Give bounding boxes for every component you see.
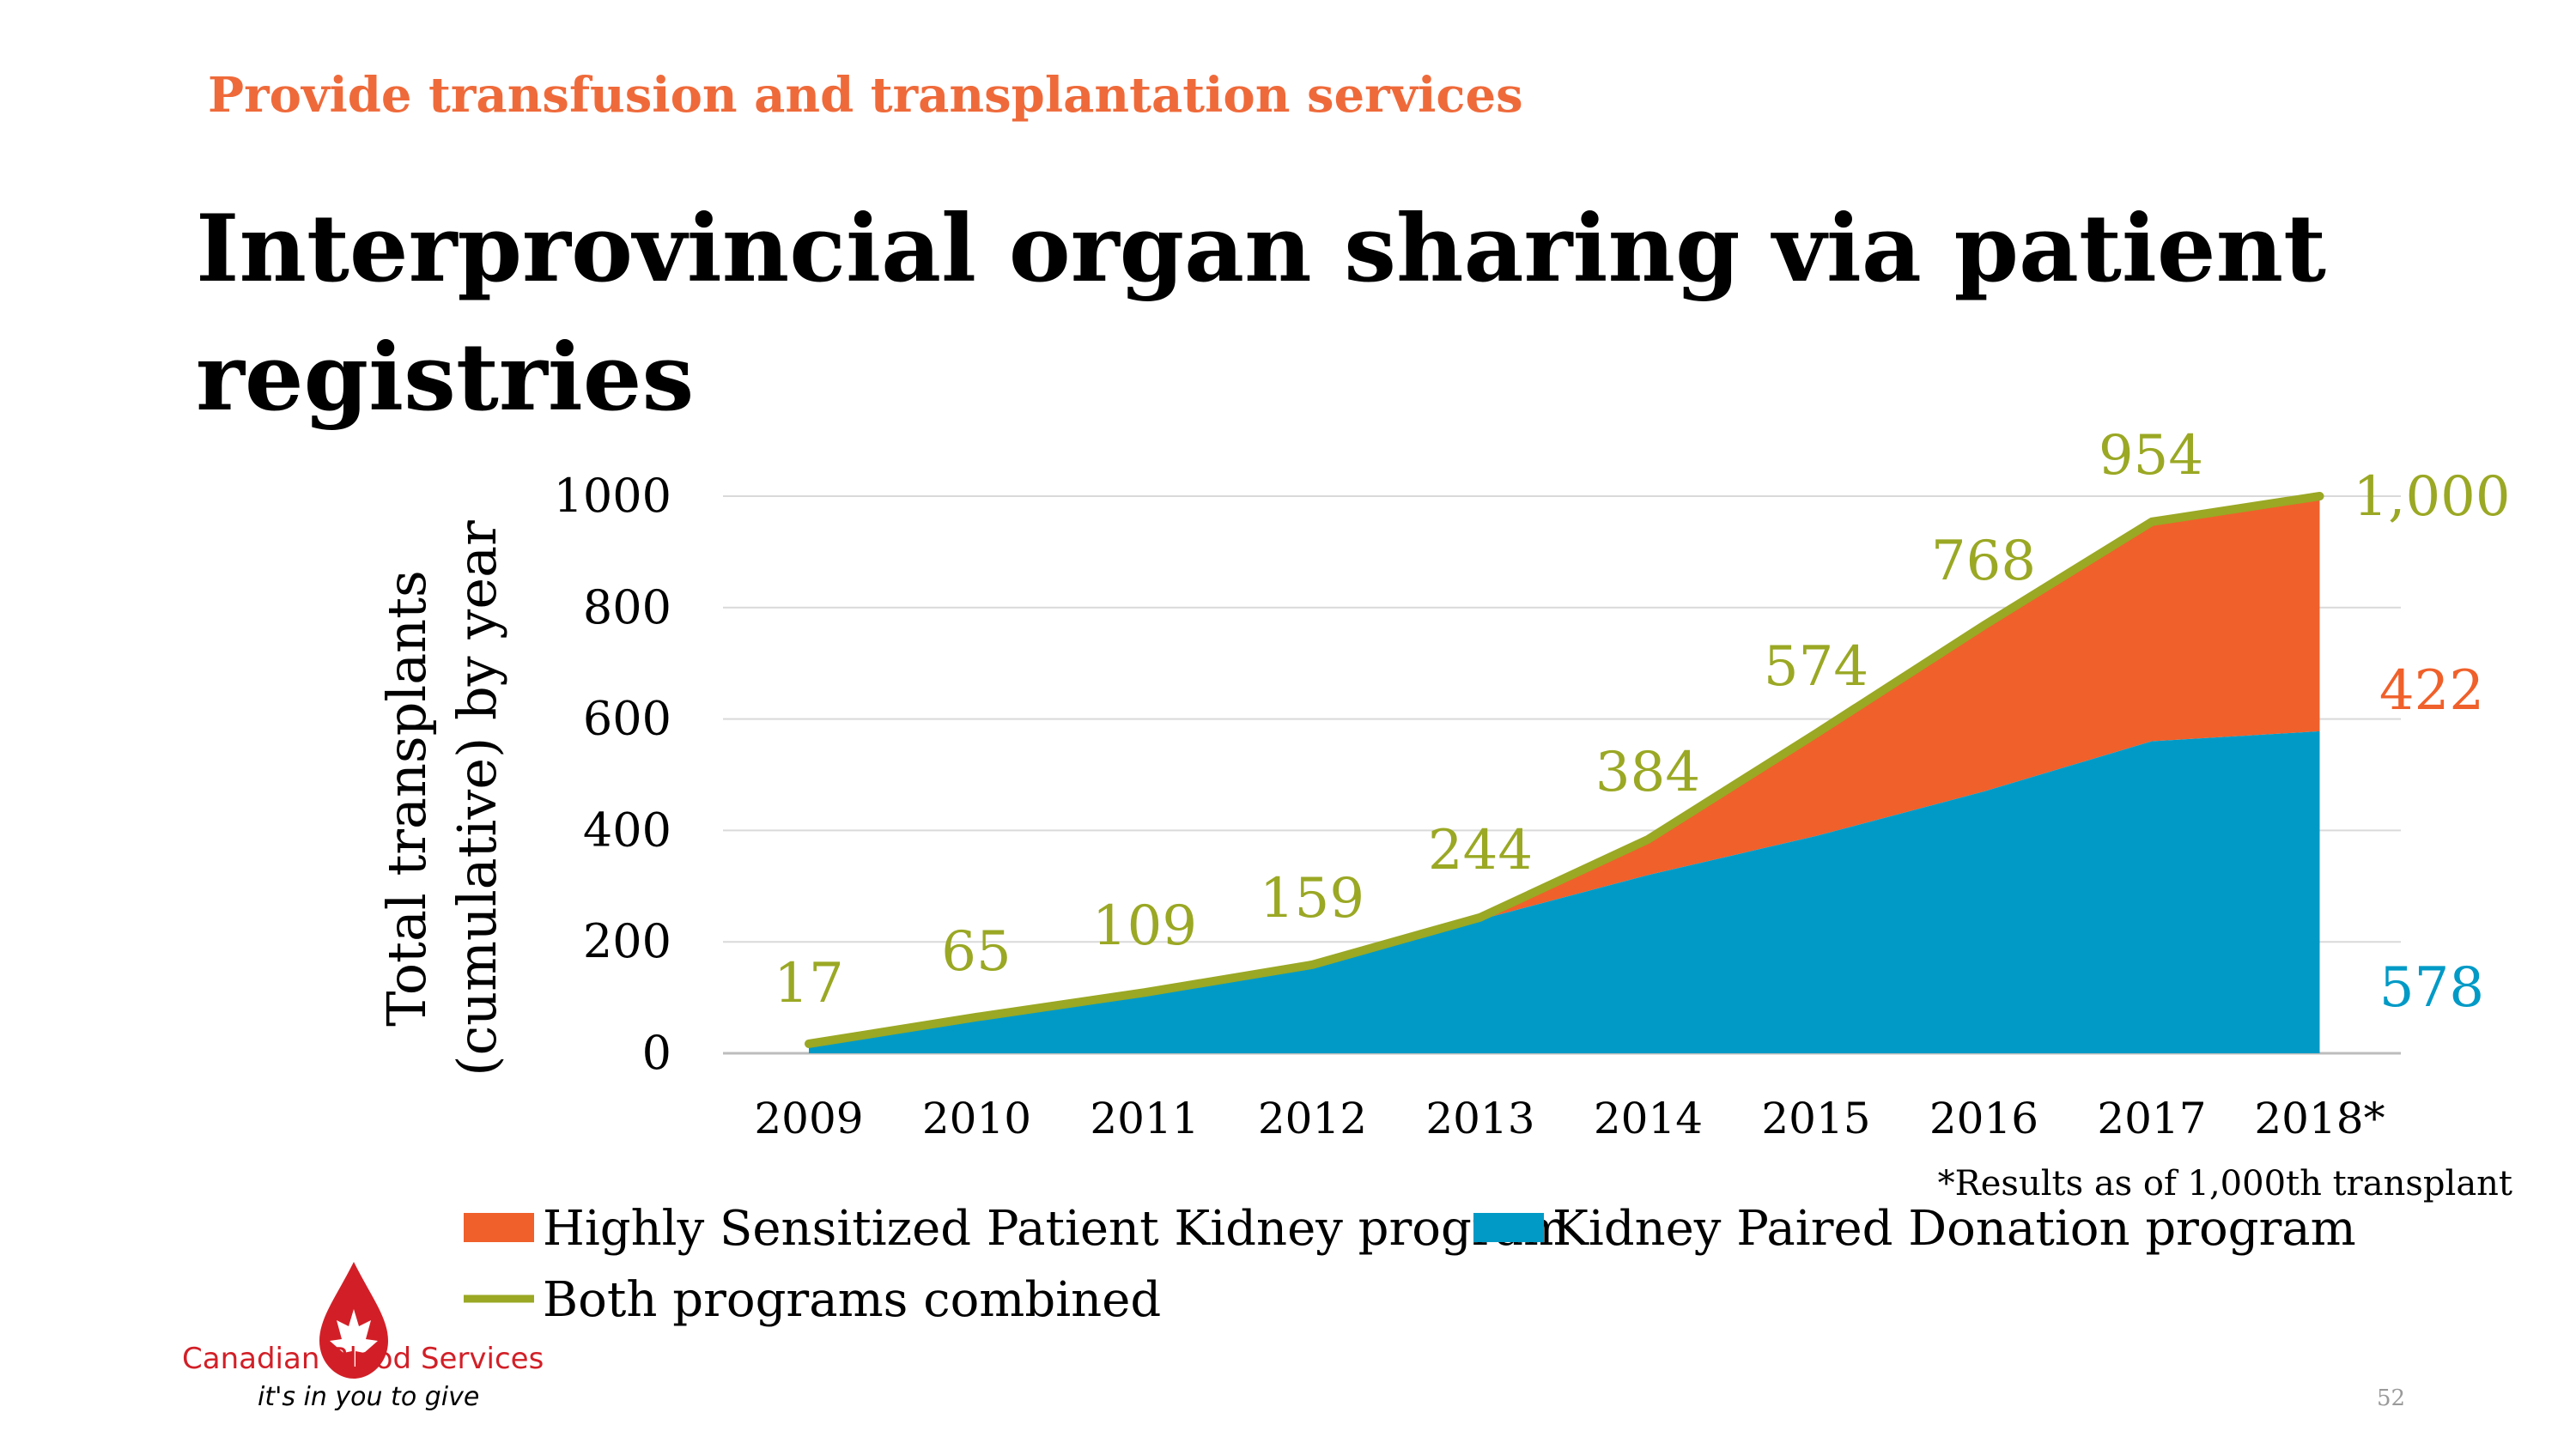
area-highly-sensitized	[809, 496, 2320, 1048]
y-tick-label: 600	[583, 692, 671, 746]
y-tick-label: 800	[583, 580, 671, 634]
y-tick-label: 1000	[554, 469, 671, 523]
chart-lines	[805, 492, 2324, 1048]
y-tick-label: 400	[583, 803, 671, 857]
data-label-combined: 574	[1764, 635, 1868, 699]
data-label-combined: 768	[1931, 530, 2036, 593]
logo-name: Canadian Blood Services	[182, 1342, 544, 1376]
x-tick-label: 2013	[1425, 1094, 1534, 1143]
x-tick-label: 2011	[1090, 1094, 1199, 1143]
data-label-combined: 1,000	[2353, 465, 2510, 529]
x-tick-label: 2012	[1258, 1094, 1367, 1143]
data-label-combined: 384	[1595, 741, 1700, 804]
line-both-programs-combined	[805, 492, 2324, 1048]
chart-areas	[809, 496, 2320, 1053]
data-labels: 17 65 109 159 244 384 574 768 954 1,000 422 578	[774, 424, 2510, 1020]
y-axis-label-line-1: Total transplants	[375, 570, 438, 1027]
data-label-end-hsp: 422	[2379, 659, 2484, 723]
legend-label: Both programs combined	[543, 1272, 1161, 1328]
x-tick-label: 2016	[1929, 1094, 2038, 1143]
area-kidney-paired-donation	[809, 731, 2320, 1053]
data-label-combined: 244	[1428, 819, 1533, 882]
page-number: 52	[2377, 1385, 2406, 1411]
section-kicker: Provide transfusion and transplantation …	[208, 67, 1523, 124]
y-axis-ticks: 0 200 400 600 800 1000	[554, 469, 671, 1080]
chart-legend: Highly Sensitized Patient Kidney program…	[464, 1201, 2356, 1328]
legend-label: Kidney Paired Donation program	[1552, 1201, 2356, 1257]
logo-tagline: it's in you to give	[258, 1382, 480, 1412]
y-axis-label-line-2: (cumulative) by year	[446, 520, 508, 1076]
x-axis-ticks: 2009 2010 2011 2012 2013 2014 2015 2016 2017 2018…	[754, 1094, 2385, 1143]
maple-leaf-blood-drop-icon	[319, 1262, 388, 1379]
y-tick-label: 0	[642, 1026, 671, 1080]
data-label-combined: 65	[941, 920, 1011, 984]
data-label-combined: 954	[2099, 424, 2203, 488]
x-tick-label: 2010	[922, 1094, 1031, 1143]
slide-title: Interprovincial organ sharing via patien…	[196, 195, 2326, 432]
y-axis-label: Total transplants (cumulative) by year	[375, 520, 508, 1076]
chart-footnote: *Results as of 1,000th transplant	[1938, 1164, 2512, 1203]
x-tick-label: 2009	[754, 1094, 863, 1143]
x-tick-label: 2014	[1594, 1094, 1703, 1143]
x-tick-label: 2017	[2097, 1094, 2206, 1143]
legend-swatch	[464, 1213, 534, 1242]
y-tick-label: 200	[583, 914, 671, 968]
x-tick-label: 2018*	[2254, 1094, 2385, 1143]
data-label-combined: 17	[774, 952, 843, 1016]
x-tick-label: 2015	[1761, 1094, 1870, 1143]
data-label-combined: 159	[1260, 867, 1364, 931]
legend-swatch	[1473, 1213, 1544, 1242]
data-label-combined: 109	[1092, 894, 1197, 958]
legend-label: Highly Sensitized Patient Kidney program	[543, 1201, 1569, 1257]
data-label-end-kpd: 578	[2379, 956, 2484, 1020]
